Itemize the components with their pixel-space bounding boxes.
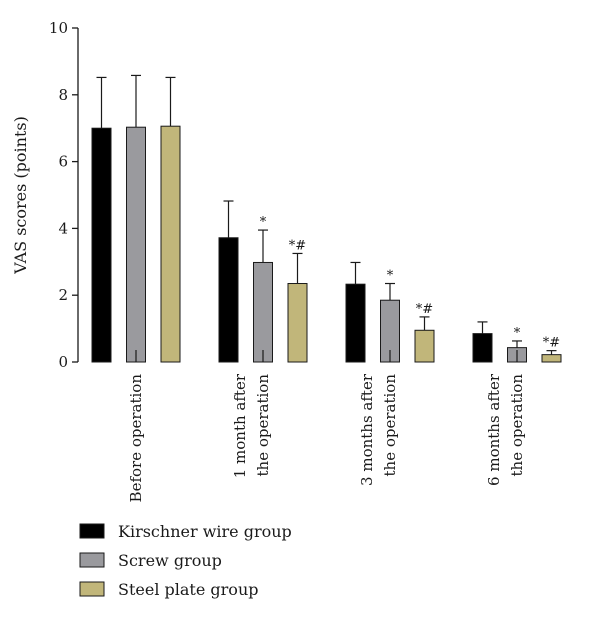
bar-0-0 [91, 127, 112, 363]
category-label-2: 3 months after the operation [358, 373, 399, 486]
error-bar-2-2 [419, 316, 430, 331]
y-axis: 0 2 4 6 8 10 [49, 19, 79, 371]
bar-0-1 [218, 237, 239, 363]
y-tick-label-2: 2 [58, 286, 68, 304]
bar-1-0 [126, 126, 146, 363]
category-label-1: 1 month after the operation [231, 373, 272, 478]
error-bar-0-0 [96, 76, 107, 129]
legend-label-1: Screw group [118, 551, 222, 570]
legend-swatch-0 [79, 523, 105, 539]
error-bar-0-2 [350, 261, 361, 285]
legend-item-2: Steel plate group [79, 580, 258, 599]
legend-label-2: Steel plate group [118, 580, 258, 599]
error-bar-2-1 [292, 252, 303, 284]
bars-layer [91, 125, 562, 363]
bar-0-2 [345, 283, 366, 363]
legend-label-0: Kirschner wire group [118, 522, 292, 541]
significance-mark-2-1: *# [289, 238, 306, 253]
error-bar-2-0 [165, 76, 176, 127]
y-tick-label-8: 8 [58, 86, 68, 104]
y-axis-title: VAS scores (points) [11, 116, 30, 275]
legend-item-1: Screw group [79, 551, 222, 570]
category-label-0: Before operation [127, 374, 145, 503]
error-bar-1-2 [385, 282, 395, 301]
y-tick-label-0: 0 [58, 353, 68, 371]
bar-2-0 [160, 125, 181, 363]
x-category-labels: Before operation 1 month after the operati… [127, 350, 526, 502]
error-bar-2-3 [546, 350, 557, 355]
significance-mark-1-3: * [514, 326, 521, 341]
significance-mark-1-1: * [260, 215, 267, 230]
y-tick-label-4: 4 [58, 219, 68, 237]
significance-mark-1-2: * [387, 269, 394, 284]
bar-0-3 [472, 333, 493, 363]
bar-2-1 [287, 283, 308, 363]
y-tick-label-6: 6 [58, 153, 68, 171]
error-bars-layer [96, 74, 557, 355]
bar-1-1 [253, 261, 273, 363]
significance-mark-2-3: *# [543, 336, 560, 351]
error-bar-0-3 [477, 321, 488, 334]
significance-mark-2-2: *# [416, 302, 433, 317]
legend-swatch-1 [79, 552, 105, 568]
bar-2-2 [414, 329, 435, 363]
error-bar-0-1 [223, 200, 234, 238]
legend-item-0: Kirschner wire group [79, 522, 292, 541]
legend: Kirschner wire group Screw group Steel pla… [79, 522, 292, 599]
significance-layer: * * * *# *# *# [260, 215, 560, 351]
error-bar-1-3 [512, 340, 522, 348]
y-tick-label-10: 10 [49, 19, 68, 37]
legend-swatch-2 [79, 581, 105, 597]
error-bar-1-0 [131, 74, 141, 128]
error-bar-1-1 [258, 229, 268, 263]
bar-2-3 [541, 354, 562, 363]
category-label-3: 6 months after the operation [485, 373, 526, 486]
